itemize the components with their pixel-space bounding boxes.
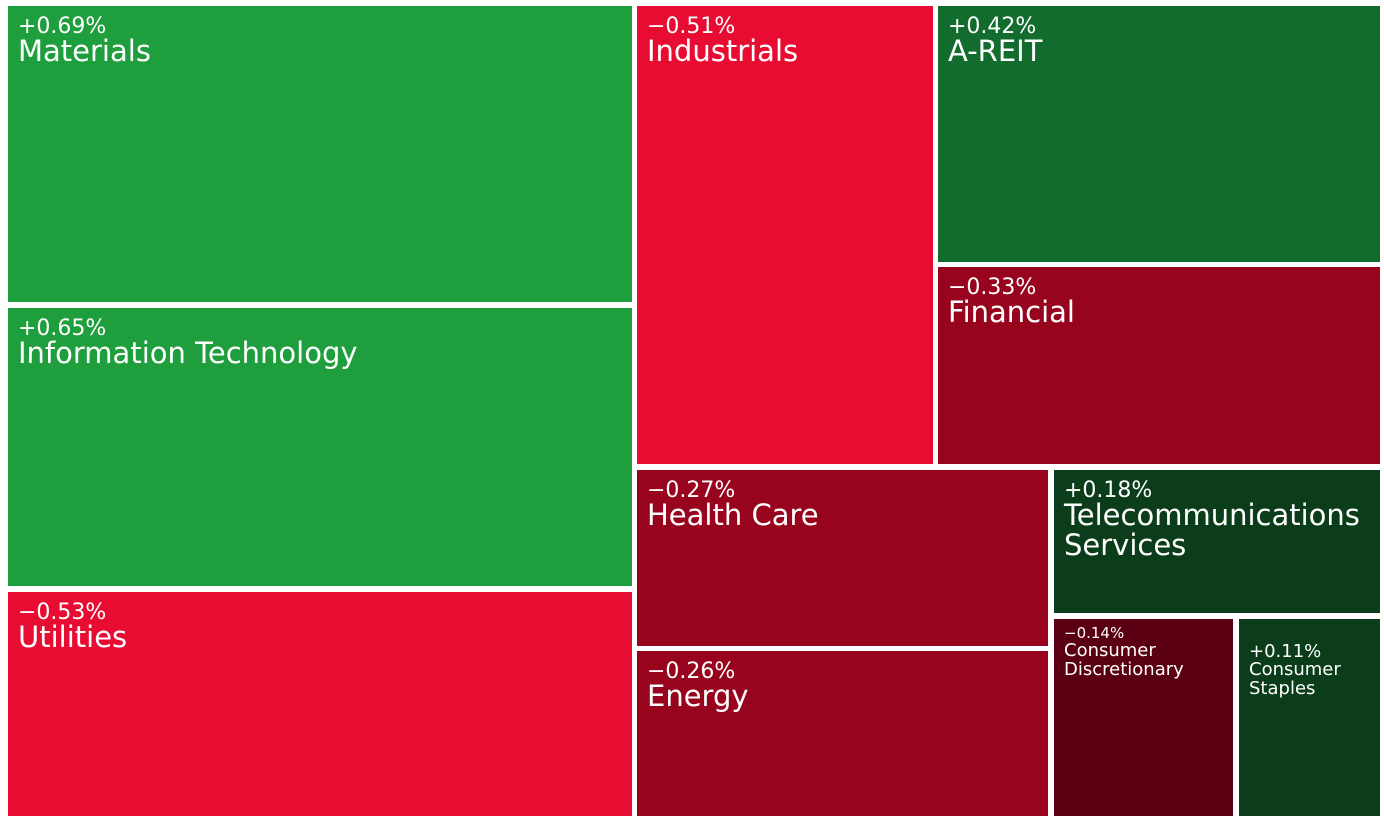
- tile-sector-name: Consumer Discretionary: [1064, 640, 1184, 680]
- tile-utilities[interactable]: −0.53% Utilities: [8, 592, 632, 816]
- tile-sector-name: Consumer Staples: [1249, 659, 1341, 699]
- tile-change-label: −0.27%: [647, 478, 736, 503]
- tile-change-label: −0.51%: [647, 14, 736, 39]
- tile-sector-name: Health Care: [647, 498, 819, 532]
- tile-sector-name: Materials: [18, 34, 151, 68]
- tile-change-label: +0.18%: [1064, 478, 1153, 503]
- tile-a-reit[interactable]: +0.42% A-REIT: [938, 6, 1380, 262]
- tile-change-label: −0.14%: [1064, 624, 1125, 642]
- tile-sector-name: A-REIT: [948, 34, 1043, 68]
- tile-consumer-staples[interactable]: +0.11% Consumer Staples: [1239, 619, 1380, 816]
- tile-sector-name: Information Technology: [18, 336, 358, 370]
- tile-industrials[interactable]: −0.51% Industrials: [637, 6, 933, 464]
- tile-energy[interactable]: −0.26% Energy: [637, 651, 1048, 816]
- tile-change-label: +0.11%: [1249, 641, 1322, 662]
- tile-materials[interactable]: +0.69% Materials: [8, 6, 632, 302]
- tile-change-label: +0.65%: [18, 316, 107, 341]
- tile-change-label: −0.33%: [948, 275, 1037, 300]
- tile-sector-name: Industrials: [647, 34, 799, 68]
- tile-health-care[interactable]: −0.27% Health Care: [637, 470, 1048, 646]
- tile-consumer-discretionary[interactable]: −0.14% Consumer Discretionary: [1054, 619, 1233, 816]
- tile-change-label: +0.42%: [948, 14, 1037, 39]
- tile-sector-name: Telecommunications Services: [1064, 498, 1360, 563]
- tile-telecommunications-services[interactable]: +0.18% Telecommunications Services: [1054, 470, 1380, 613]
- tile-financial[interactable]: −0.33% Financial: [938, 267, 1380, 464]
- tile-change-label: −0.53%: [18, 600, 107, 625]
- tile-change-label: +0.69%: [18, 14, 107, 39]
- tile-sector-name: Financial: [948, 295, 1075, 329]
- tile-sector-name: Energy: [647, 679, 749, 713]
- tile-sector-name: Utilities: [18, 620, 128, 654]
- tile-information-technology[interactable]: +0.65% Information Technology: [8, 308, 632, 586]
- tile-change-label: −0.26%: [647, 659, 736, 684]
